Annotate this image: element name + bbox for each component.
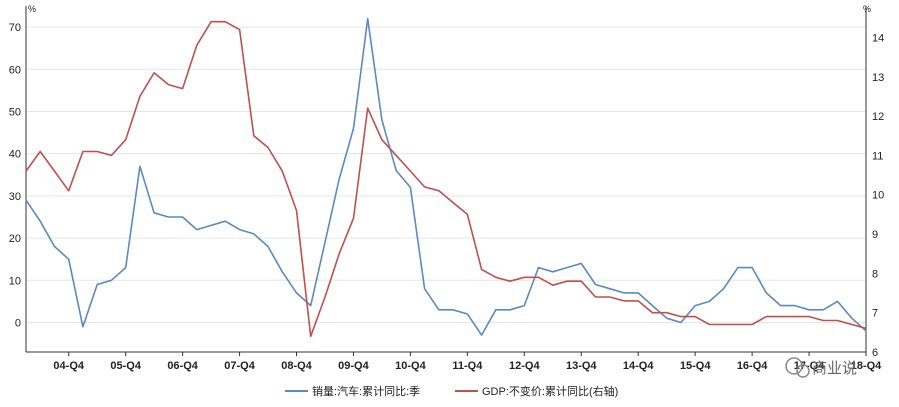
x-tick-label: 07-Q4: [224, 360, 255, 372]
x-tick-label: 04-Q4: [53, 360, 84, 372]
y-left-tick-label: 10: [9, 275, 21, 287]
y-right-tick-label: 10: [872, 190, 884, 202]
y-left-tick-label: 0: [15, 317, 21, 329]
legend-label-sales: 销量:汽车:累计同比:季: [312, 384, 420, 398]
x-tick-label: 11-Q4: [452, 360, 483, 372]
y-left-tick-label: 50: [9, 106, 21, 118]
y-left-tick-label: 20: [9, 233, 21, 245]
series-line-auto-sales: [25, 17, 867, 336]
wechat-icon: [785, 357, 803, 375]
watermark-text: 商业说: [812, 360, 857, 377]
x-tick-label: 09-Q4: [338, 360, 369, 372]
y-left-tick-label: 60: [9, 64, 21, 76]
y-right-tick-label: 9: [872, 229, 878, 241]
x-tick-label: 15-Q4: [680, 360, 711, 372]
y-right-tick-label: 11: [872, 150, 883, 162]
legend-label-gdp: GDP:不变价:累计同比(右轴): [482, 384, 618, 398]
x-tick-label: 18-Q4: [851, 360, 882, 372]
legend-item-gdp: GDP:不变价:累计同比(右轴): [455, 384, 618, 398]
x-tick-label: 13-Q4: [566, 360, 597, 372]
y-right-tick-label: 14: [872, 32, 884, 44]
x-tick-label: 16-Q4: [737, 360, 768, 372]
x-tick-label: 06-Q4: [167, 360, 198, 372]
series-lines: [25, 17, 867, 338]
legend-item-sales: 销量:汽车:累计同比:季: [285, 384, 420, 398]
wechat-icon-small: [796, 364, 810, 378]
legend: 销量:汽车:累计同比:季 GDP:不变价:累计同比(右轴): [285, 384, 618, 398]
y-right-tick-label: 12: [872, 111, 884, 123]
y-right-tick-label: 8: [872, 268, 878, 280]
y-left-tick-label: 70: [9, 22, 21, 34]
x-tick-label: 12-Q4: [509, 360, 540, 372]
x-tick-label: 14-Q4: [623, 360, 654, 372]
left-axis-unit-label: %: [28, 4, 36, 14]
x-tick-label: 10-Q4: [395, 360, 426, 372]
y-left-tick-label: 30: [9, 191, 21, 203]
x-tick-label: 05-Q4: [110, 360, 141, 372]
y-right-tick-label: 6: [872, 347, 878, 359]
y-right-tick-label: 7: [872, 308, 878, 320]
y-right-tick-label: 13: [872, 72, 884, 84]
axes: % % 0 10 20 30 40 50 60 70 6 7 8 9 10 11 12 13 14 04-Q4 05…: [9, 4, 885, 372]
series-line-gdp: [25, 20, 867, 338]
x-tick-label: 08-Q4: [281, 360, 312, 372]
right-axis-unit-label: %: [863, 4, 871, 14]
y-left-tick-label: 40: [9, 149, 21, 161]
gridlines: [26, 26, 866, 323]
watermark: 商业说: [785, 357, 857, 378]
